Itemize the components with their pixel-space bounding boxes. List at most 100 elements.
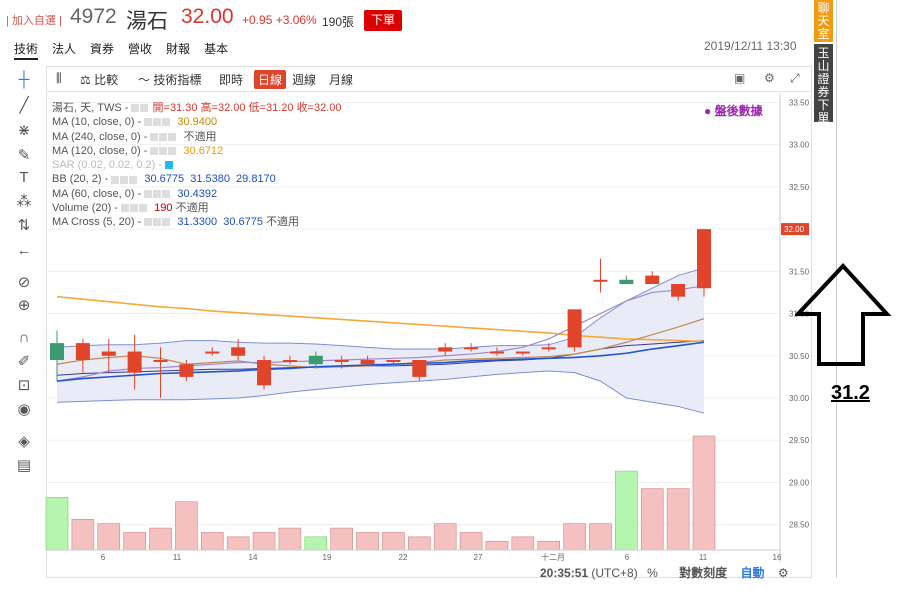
volume-bar [304,536,328,551]
tab-intraday[interactable]: 即時 [219,73,244,87]
trash-icon[interactable]: ▤ [16,457,32,474]
volume-bar [149,527,172,551]
tab-financials[interactable]: 財報 [166,42,191,56]
brush-icon[interactable]: ✎ [17,147,31,164]
after-hours-badge: ● 盤後數據 [704,104,763,118]
volume-bar [356,532,379,551]
indicator-legend: 湯石, 天, TWS - 開=31.30 高=32.00 低=31.20 收=3… [52,101,342,230]
tab-institutional[interactable]: 法人 [52,42,77,56]
chat-room-tab[interactable]: 聊天室 [814,0,833,42]
tab-basic[interactable]: 基本 [204,42,229,56]
legend-ma10[interactable]: MA (10, close, 0) - 30.9400 [52,116,218,129]
settings-small-icon[interactable]: ⚙ [777,566,789,580]
bollinger-band [57,267,704,414]
legend-ma60[interactable]: MA (60, close, 0) - 30.4392 [52,187,218,200]
percent-toggle[interactable]: % [647,566,658,580]
bar-style-icon[interactable]: ⫼ [56,71,62,85]
lock-icon[interactable]: ⊡ [17,377,31,394]
legend-bb[interactable]: BB (20, 2) - 30.6775 31.5380 29.8170 [52,173,276,186]
volume-bar [175,501,198,551]
fib-tool-icon[interactable]: ⋇ [17,122,31,139]
legend-close: 收=32.00 [296,102,342,114]
stock-volume: 190張 [322,15,355,29]
annotation-arrow-icon [795,263,892,366]
candle-body [308,355,323,365]
legend-volume[interactable]: Volume (20) - 190 不適用 [52,202,209,215]
price-tick-label: 30.50 [789,352,810,361]
legend-ma240[interactable]: MA (240, close, 0) - 不適用 [52,130,217,143]
ruler-icon[interactable]: ⊘ [17,274,31,291]
arrow-back-icon[interactable]: ← [16,242,32,259]
fullscreen-icon[interactable]: ⤢ [790,71,800,85]
text-tool-icon[interactable]: T [19,169,29,186]
date-tick-label: 27 [474,553,483,562]
tab-weekly[interactable]: 週線 [292,73,317,87]
legend-open: 開=31.30 [152,102,198,114]
volume-bar [563,523,586,551]
volume-label: Volume (20) [52,202,112,215]
tab-margin[interactable]: 資券 [90,42,115,56]
measure-icon[interactable]: ⇅ [17,217,31,234]
side-divider [836,0,837,578]
broker-order-tab[interactable]: 玉山證券下單 [814,44,833,125]
volume-extra: 不適用 [175,202,209,215]
bb-value-lower: 29.8170 [236,173,276,186]
indicators-button[interactable]: 〜 技術指標 [138,71,201,88]
auto-scale-toggle[interactable]: 自動 [740,566,765,580]
ma240-value: 不適用 [183,130,217,143]
add-watchlist-link[interactable]: | 加入自選 | [6,15,62,27]
magnet-icon[interactable]: ∩ [18,329,30,346]
zoom-in-icon[interactable]: ⊕ [17,297,31,314]
volume-bar [97,523,121,551]
volume-bar [71,519,95,551]
ma60-value: 30.4392 [177,187,218,200]
candle-body [671,284,686,297]
trend-line-icon[interactable]: ╱ [19,97,29,114]
indicators-label: 技術指標 [153,73,202,87]
lock-drawings-icon[interactable]: ✐ [17,353,31,370]
date-tick-label: 6 [625,553,630,562]
volume-bar [408,536,431,551]
price-tick-label: 28.50 [789,521,810,530]
chart-toolbar: ⫼ ⚖ 比較 〜 技術指標 即時 日線 週線 月線 ▣ ⚙ ⤢ [46,66,812,92]
volume-value: 190 [154,202,173,215]
eye-icon[interactable]: ◉ [17,401,31,418]
crosshair-icon[interactable]: ┼ [18,71,30,88]
date-tick-label: 22 [399,553,408,562]
date-tick-label: 11 [173,553,182,562]
candle-body [489,351,504,354]
legend-high: 高=32.00 [200,102,246,114]
candle-body [50,343,64,360]
order-button[interactable]: 下單 [364,10,402,31]
tab-daily[interactable]: 日線 [254,70,287,89]
candle-body [127,351,142,373]
current-price-tag [781,223,809,236]
tab-monthly[interactable]: 月線 [329,73,354,87]
volume-bar [382,532,405,551]
price-tick-label: 30.00 [789,394,810,403]
log-scale-toggle[interactable]: 對數刻度 [679,566,728,580]
layers-icon[interactable]: ◈ [18,433,30,450]
price-tick-label: 33.50 [789,98,810,107]
camera-icon[interactable]: ▣ [734,71,746,85]
compare-button[interactable]: ⚖ 比較 [80,71,118,88]
bb-lower-line [56,370,705,414]
volume-bar [615,470,638,551]
legend-macross[interactable]: MA Cross (5, 20) - 31.3300 30.6775 不適用 [52,216,300,229]
legend-sar[interactable]: SAR (0.02, 0.02, 0.2) - [52,158,342,172]
date-tick-label: 19 [323,553,332,562]
compare-label: 比較 [94,73,119,87]
legend-ma120[interactable]: MA (120, close, 0) - 30.6712 [52,144,224,157]
tab-technical[interactable]: 技術 [14,40,39,60]
current-price-label: 32.00 [784,225,805,234]
date-tick-label: 16 [773,553,782,562]
ma120-value: 30.6712 [183,144,224,157]
gear-icon[interactable]: ⚙ [764,71,775,85]
volume-bar [200,532,224,551]
pattern-tool-icon[interactable]: ⁂ [16,193,32,210]
volume-bar [226,536,250,551]
volume-bar [330,527,353,551]
date-tick-label: 十二月 [541,552,565,562]
tab-revenue[interactable]: 營收 [128,42,153,56]
